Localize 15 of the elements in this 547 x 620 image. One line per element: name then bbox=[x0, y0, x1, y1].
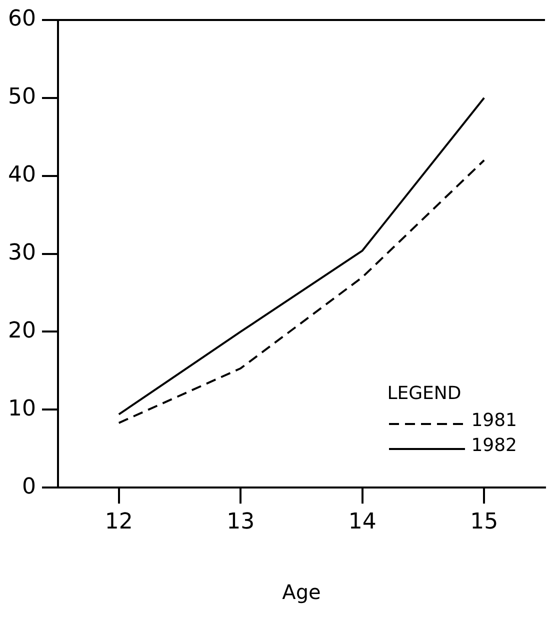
legend-label: 1982 bbox=[471, 435, 517, 456]
y-tick-label: 10 bbox=[8, 396, 36, 422]
x-tick-label: 12 bbox=[104, 510, 133, 535]
legend-title: LEGEND bbox=[387, 383, 462, 404]
y-tick-label: 20 bbox=[8, 318, 36, 344]
x-tick-label: 14 bbox=[348, 510, 376, 535]
legend-label: 1981 bbox=[471, 410, 517, 431]
y-tick-label: 30 bbox=[8, 240, 36, 266]
y-tick-label: 60 bbox=[8, 6, 36, 32]
y-tick-label: 0 bbox=[22, 474, 36, 500]
x-tick-label: 15 bbox=[470, 510, 498, 535]
y-tick-label: 40 bbox=[8, 162, 36, 188]
y-tick-label: 50 bbox=[8, 84, 36, 110]
x-axis-title: Age bbox=[282, 580, 321, 604]
x-tick-label: 13 bbox=[226, 510, 255, 535]
